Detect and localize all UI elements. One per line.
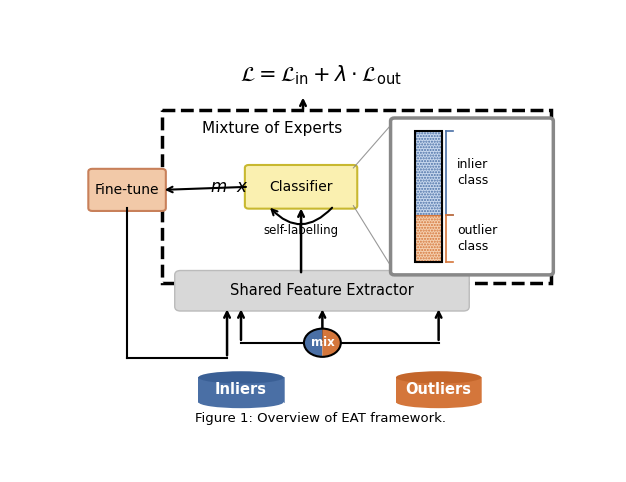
Text: self-labelling: self-labelling: [264, 224, 339, 237]
Ellipse shape: [396, 396, 481, 408]
Wedge shape: [322, 329, 341, 357]
Text: $\mathcal{L} = \mathcal{L}_{\mathrm{in}} + \lambda \cdot \mathcal{L}_{\mathrm{ou: $\mathcal{L} = \mathcal{L}_{\mathrm{in}}…: [240, 63, 402, 87]
Polygon shape: [396, 377, 481, 402]
Text: Figure 1: Overview of EAT framework.: Figure 1: Overview of EAT framework.: [195, 412, 446, 425]
Text: Mixture of Experts: Mixture of Experts: [202, 121, 342, 136]
Bar: [414, 131, 443, 262]
Ellipse shape: [198, 371, 284, 384]
FancyBboxPatch shape: [88, 169, 166, 211]
Bar: [414, 131, 443, 215]
Text: outlier
class: outlier class: [457, 224, 498, 253]
Text: Classifier: Classifier: [269, 180, 333, 194]
Text: Inliers: Inliers: [215, 382, 267, 397]
FancyBboxPatch shape: [245, 165, 357, 209]
Ellipse shape: [198, 396, 284, 408]
Text: Outliers: Outliers: [406, 382, 471, 397]
Polygon shape: [198, 377, 284, 402]
Text: mix: mix: [310, 336, 334, 349]
FancyBboxPatch shape: [391, 118, 553, 275]
Wedge shape: [304, 329, 322, 357]
FancyBboxPatch shape: [175, 270, 470, 311]
Text: Shared Feature Extractor: Shared Feature Extractor: [230, 283, 414, 298]
Text: inlier
class: inlier class: [457, 159, 488, 187]
Text: Fine-tune: Fine-tune: [95, 183, 160, 197]
Ellipse shape: [396, 371, 481, 384]
Bar: [414, 215, 443, 262]
Text: $m$  x: $m$ x: [210, 178, 249, 196]
